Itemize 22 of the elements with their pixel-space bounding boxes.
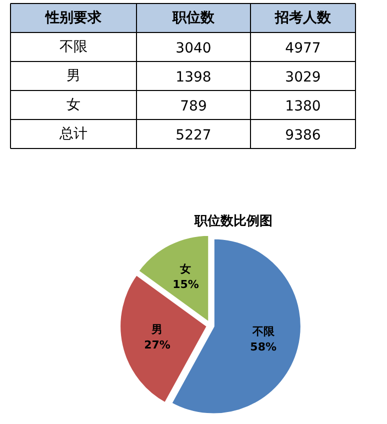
slice-label: 不限 — [251, 324, 276, 338]
slice-label: 女 — [179, 262, 192, 276]
data-label: 27% — [144, 338, 170, 352]
data-label: 15% — [172, 278, 199, 292]
data-label: 5227 — [176, 128, 212, 144]
data-label: 3029 — [285, 70, 321, 86]
category-label: 女 — [66, 97, 80, 113]
text: 性别要求 — [44, 10, 102, 26]
data-label: 9386 — [285, 128, 321, 144]
data-label: 4977 — [285, 40, 321, 56]
text: 招考人数 — [274, 10, 332, 26]
category-label: 总计 — [58, 126, 88, 142]
chart-title: 职位数比例图 — [194, 214, 272, 229]
data-label: 58% — [250, 340, 277, 354]
series-label: 职位数 — [172, 10, 216, 26]
data-label: 3040 — [176, 40, 212, 56]
data-label: 789 — [180, 98, 207, 114]
category-label: 不限 — [60, 39, 88, 55]
category-label: 男 — [66, 68, 80, 84]
data-label: 1380 — [285, 98, 321, 114]
data-label: 1398 — [176, 70, 212, 86]
slice-label: 男 — [150, 323, 163, 336]
